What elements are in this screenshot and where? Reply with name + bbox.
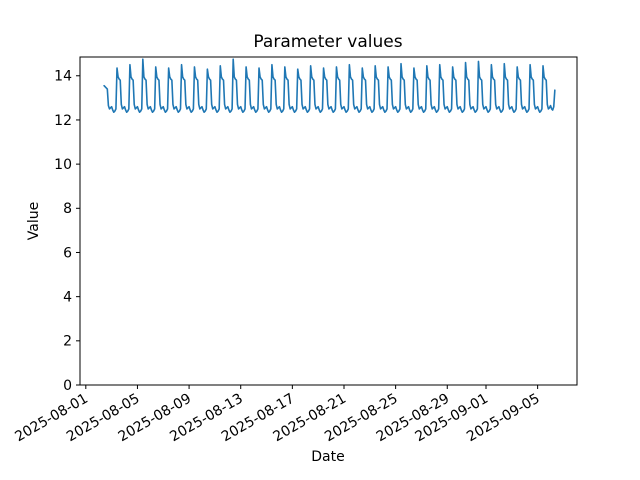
y-tick-label: 0 (63, 378, 72, 394)
plot-area (79, 56, 578, 386)
y-tick-label: 8 (63, 201, 72, 217)
y-tick-label: 6 (63, 245, 72, 261)
x-axis-ticks: 2025-08-012025-08-052025-08-092025-08-13… (12, 385, 543, 445)
x-axis-label: Date (311, 449, 344, 465)
y-tick-label: 10 (54, 157, 72, 173)
y-tick-label: 12 (54, 113, 72, 129)
y-tick-label: 2 (63, 334, 72, 350)
y-axis-ticks: 0 2 4 6 8 10 12 14 (54, 69, 80, 394)
y-axis-label: Value (26, 202, 42, 240)
y-tick-label: 14 (54, 69, 72, 85)
series-line (103, 58, 556, 114)
y-tick-label: 4 (63, 290, 72, 306)
chart-title: Parameter values (253, 32, 402, 52)
